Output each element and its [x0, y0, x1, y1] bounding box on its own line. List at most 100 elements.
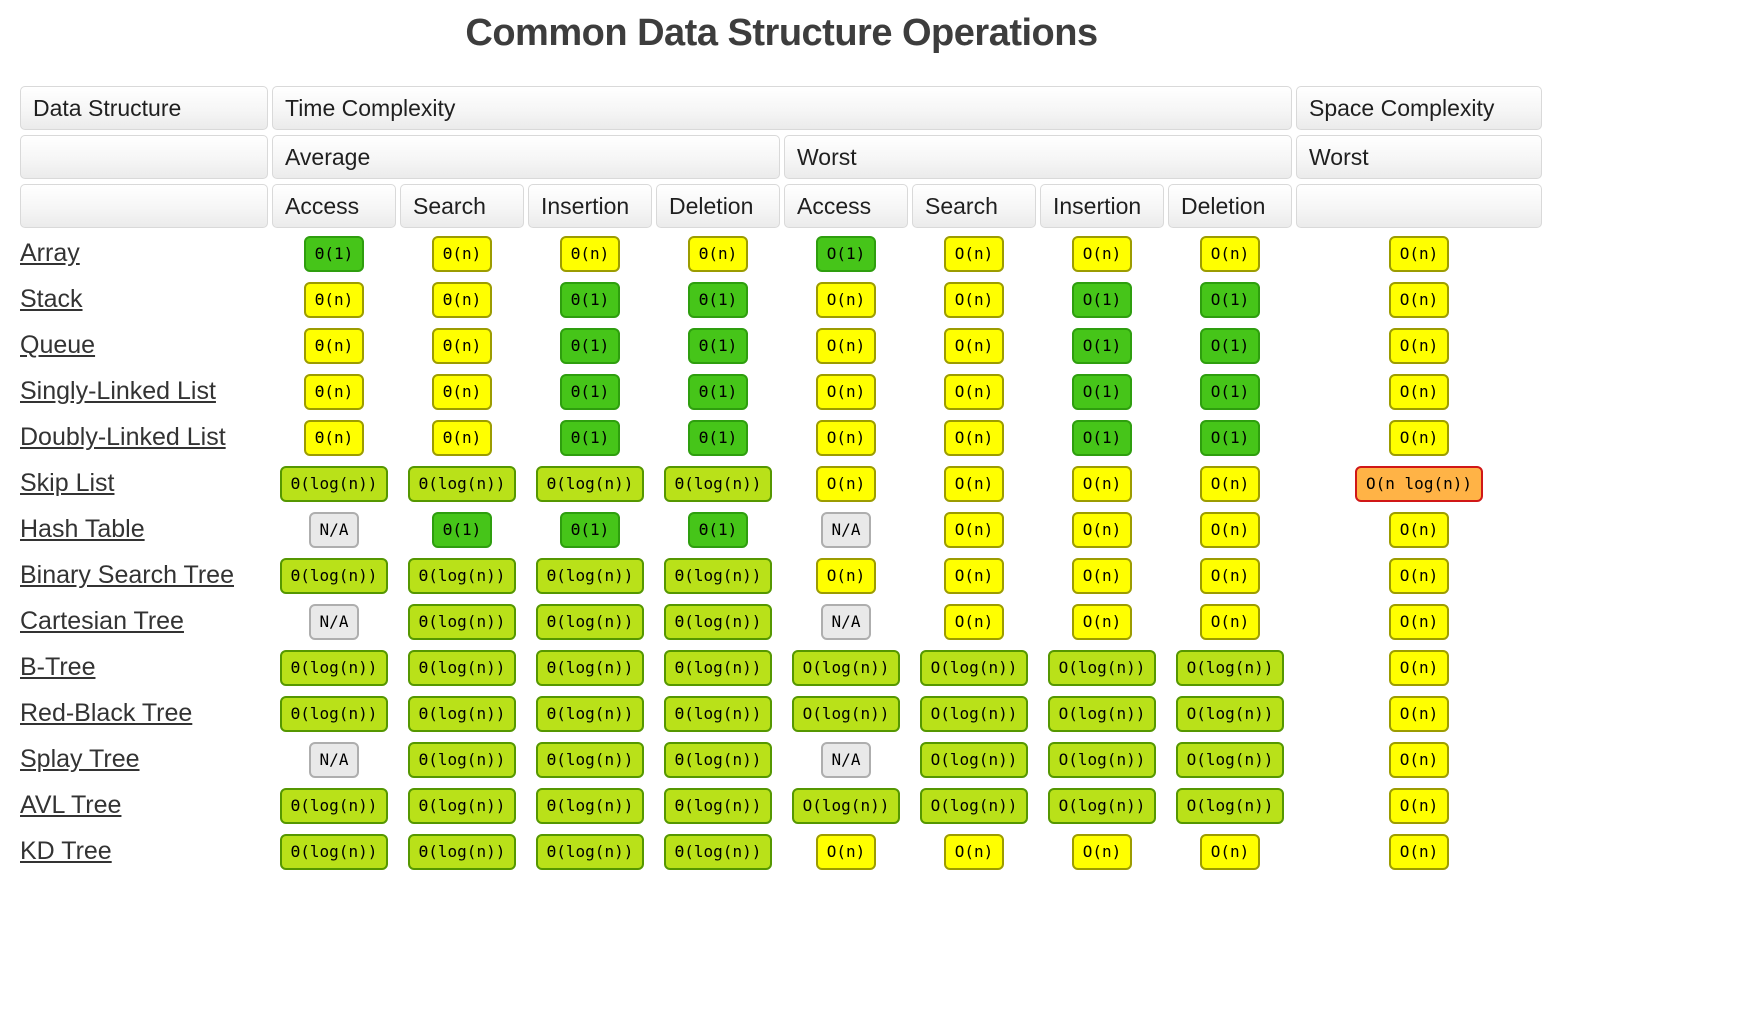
complexity-badge: Θ(log(n))	[663, 695, 773, 732]
data-structure-link[interactable]: Hash Table	[20, 515, 145, 543]
table-cell: Θ(log(n))	[400, 785, 524, 826]
table-cell: O(n)	[912, 279, 1036, 320]
data-structure-link[interactable]: Red-Black Tree	[20, 699, 193, 727]
complexity-badge: O(n)	[815, 373, 877, 410]
complexity-badge: Θ(n)	[303, 327, 365, 364]
table-cell: Θ(log(n))	[656, 555, 780, 596]
complexity-badge: O(1)	[1071, 373, 1133, 410]
data-structure-link[interactable]: Cartesian Tree	[20, 607, 184, 635]
table-cell: O(n)	[1168, 831, 1292, 872]
complexity-badge: O(1)	[1199, 327, 1261, 364]
table-cell: Θ(1)	[528, 417, 652, 458]
complexity-badge: O(n)	[943, 603, 1005, 640]
complexity-badge: Θ(log(n))	[407, 833, 517, 870]
table-cell: O(n)	[1168, 509, 1292, 550]
data-structure-link[interactable]: Array	[20, 239, 80, 267]
complexity-badge: O(n)	[1199, 511, 1261, 548]
complexity-badge: O(1)	[1071, 419, 1133, 456]
data-structure-link[interactable]: Stack	[20, 285, 83, 313]
complexity-badge: O(log(n))	[1175, 695, 1285, 732]
header-average: Average	[272, 135, 780, 179]
complexity-badge: Θ(1)	[687, 511, 749, 548]
table-cell: O(n)	[1296, 693, 1542, 734]
table-cell: Θ(log(n))	[272, 785, 396, 826]
table-cell: O(n)	[1296, 739, 1542, 780]
complexity-badge: O(n)	[1071, 603, 1133, 640]
table-row: Singly-Linked List Θ(n) Θ(n) Θ(1) Θ(1) O(n) O(…	[20, 371, 1542, 412]
table-cell: O(n)	[912, 371, 1036, 412]
header-data-structure: Data Structure	[20, 86, 268, 130]
complexity-badge: O(log(n))	[1047, 695, 1157, 732]
table-cell: O(log(n))	[1040, 785, 1164, 826]
table-cell: Θ(1)	[656, 509, 780, 550]
table-cell: O(n log(n))	[1296, 463, 1542, 504]
table-cell: Θ(log(n))	[656, 693, 780, 734]
table-cell-label: Hash Table	[20, 509, 268, 550]
table-cell: O(log(n))	[912, 785, 1036, 826]
complexity-badge: Θ(log(n))	[535, 465, 645, 502]
complexity-badge: Θ(n)	[431, 327, 493, 364]
complexity-badge: O(n)	[1199, 603, 1261, 640]
data-structure-link[interactable]: Binary Search Tree	[20, 561, 234, 589]
table-cell: O(1)	[1040, 279, 1164, 320]
header-spacer	[1296, 184, 1542, 228]
complexity-badge: O(log(n))	[791, 787, 901, 824]
complexity-badge: O(n)	[815, 327, 877, 364]
complexity-badge: O(n)	[943, 327, 1005, 364]
table-cell: N/A	[784, 509, 908, 550]
complexity-badge: O(1)	[815, 235, 877, 272]
complexity-badge: Θ(log(n))	[407, 787, 517, 824]
header-time-complexity: Time Complexity	[272, 86, 1292, 130]
complexity-badge: O(n)	[943, 557, 1005, 594]
table-cell: Θ(log(n))	[400, 831, 524, 872]
data-structure-link[interactable]: AVL Tree	[20, 791, 122, 819]
table-cell: N/A	[784, 601, 908, 642]
table-cell: O(log(n))	[1168, 647, 1292, 688]
complexity-badge: O(n)	[1388, 373, 1450, 410]
table-cell: O(1)	[1040, 417, 1164, 458]
table-cell-label: Splay Tree	[20, 739, 268, 780]
table-cell: Θ(n)	[400, 417, 524, 458]
complexity-badge: O(n log(n))	[1355, 465, 1483, 502]
table-cell: O(n)	[1296, 601, 1542, 642]
table-cell: O(n)	[784, 831, 908, 872]
table-row: Cartesian Tree N/A Θ(log(n)) Θ(log(n)) Θ(log…	[20, 601, 1542, 642]
table-cell: N/A	[272, 509, 396, 550]
table-cell: Θ(log(n))	[528, 463, 652, 504]
table-cell: O(n)	[1296, 509, 1542, 550]
table-cell: O(n)	[912, 831, 1036, 872]
complexity-badge: O(n)	[815, 833, 877, 870]
data-structure-link[interactable]: Queue	[20, 331, 96, 359]
table-row: Array Θ(1) Θ(n) Θ(n) Θ(n) O(1) O(n) O(n) O(n) O(n…	[20, 233, 1542, 274]
data-structure-link[interactable]: B-Tree	[20, 653, 96, 681]
data-structure-link[interactable]: Singly-Linked List	[20, 377, 216, 405]
table-cell: Θ(log(n))	[528, 739, 652, 780]
complexity-badge: Θ(n)	[431, 235, 493, 272]
table-cell: O(n)	[784, 463, 908, 504]
table-cell: O(n)	[1296, 371, 1542, 412]
table-cell: Θ(log(n))	[272, 555, 396, 596]
data-structure-link[interactable]: Skip List	[20, 469, 115, 497]
table-cell: O(n)	[1168, 233, 1292, 274]
complexity-badge: N/A	[308, 741, 360, 778]
complexity-badge: Θ(1)	[559, 327, 621, 364]
table-body: Array Θ(1) Θ(n) Θ(n) Θ(n) O(1) O(n) O(n) O(n) O(n…	[20, 233, 1542, 872]
data-structure-link[interactable]: Splay Tree	[20, 745, 140, 773]
complexity-badge: O(log(n))	[919, 741, 1029, 778]
complexity-badge: O(n)	[943, 373, 1005, 410]
complexity-badge: Θ(log(n))	[535, 741, 645, 778]
table-cell: Θ(log(n))	[400, 601, 524, 642]
table-cell: Θ(log(n))	[400, 693, 524, 734]
complexity-badge: O(n)	[1388, 603, 1450, 640]
complexity-badge: O(1)	[1071, 281, 1133, 318]
table-row: Hash Table N/A Θ(1) Θ(1) Θ(1) N/A O(n) O(n) O(n)…	[20, 509, 1542, 550]
header-row-operations: Access Search Insertion Deletion Access …	[20, 184, 1542, 228]
table-cell: O(log(n))	[1168, 739, 1292, 780]
data-structure-link[interactable]: KD Tree	[20, 837, 112, 865]
header-row-groups: Data Structure Time Complexity Space Com…	[20, 86, 1542, 130]
data-structure-link[interactable]: Doubly-Linked List	[20, 423, 226, 451]
complexity-badge: O(log(n))	[791, 695, 901, 732]
header-space-complexity: Space Complexity	[1296, 86, 1542, 130]
complexity-badge: Θ(log(n))	[407, 465, 517, 502]
complexity-badge: Θ(1)	[687, 327, 749, 364]
